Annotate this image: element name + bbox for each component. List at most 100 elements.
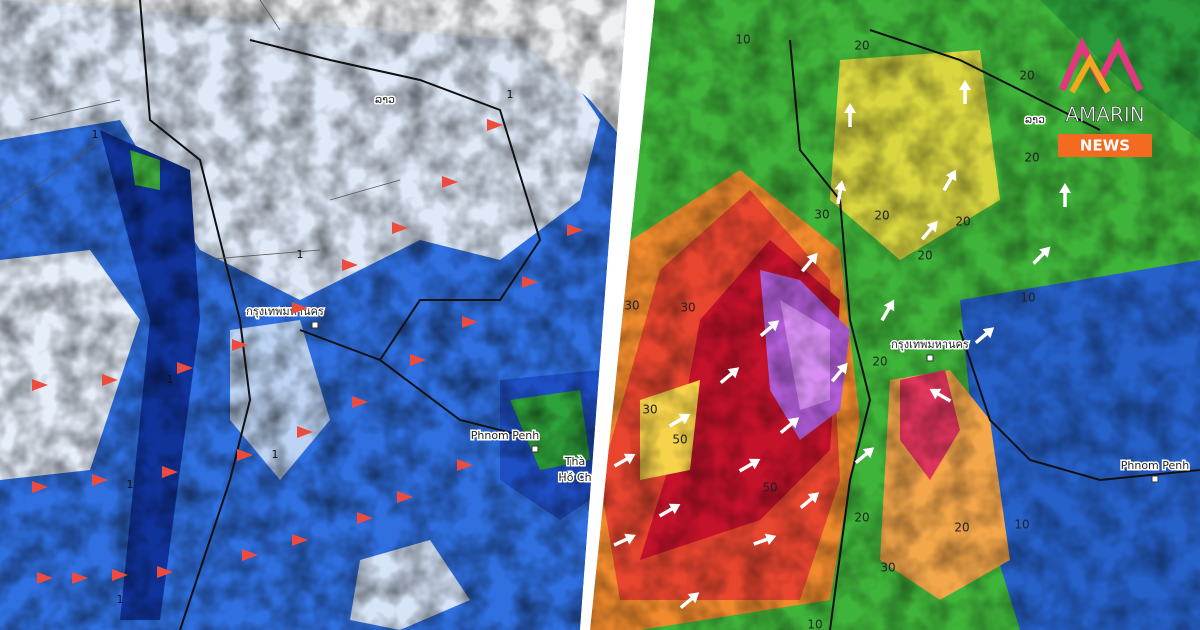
contour-label: 20	[955, 215, 970, 229]
wind-arrow	[942, 169, 957, 192]
wind-arrow	[613, 453, 636, 468]
wind-arrow	[522, 276, 538, 288]
arrow-head	[836, 362, 848, 375]
contour-label: 10	[1020, 291, 1035, 305]
contour-label: 30	[642, 403, 657, 417]
wind-arrow	[37, 572, 53, 584]
contour-label: 1	[92, 128, 99, 141]
city-marker	[926, 354, 934, 362]
arrow-head	[844, 103, 856, 113]
wind-arrow	[112, 569, 128, 581]
city-marker	[531, 445, 539, 453]
arrow-shaft	[679, 596, 695, 610]
contour-label: 10	[807, 618, 822, 630]
arrow-head	[787, 417, 800, 429]
place-label: ລາວ	[1025, 113, 1045, 126]
logo-brand: AMARIN	[1065, 103, 1144, 127]
arrow-shaft	[1032, 250, 1047, 265]
arrow-shaft	[974, 331, 990, 345]
arrow-head	[883, 299, 895, 312]
arrow-head	[687, 592, 700, 604]
wind-arrow	[162, 466, 178, 478]
contour-label: 1	[167, 373, 174, 386]
wind-arrow	[242, 549, 258, 561]
arrow-shaft	[830, 367, 844, 383]
contour-label: 30	[880, 561, 895, 575]
wind-arrow	[834, 180, 847, 205]
arrow-head	[926, 220, 938, 233]
wind-arrow	[929, 388, 952, 403]
wind-arrow	[880, 299, 895, 322]
wind-arrow	[457, 459, 473, 471]
wind-arrow	[352, 396, 368, 408]
wind-arrow	[844, 103, 856, 127]
arrow-shaft	[799, 496, 815, 510]
arrow-shaft	[920, 225, 934, 241]
wind-arrow	[292, 534, 308, 546]
contour-label: 20	[954, 521, 969, 535]
arrow-head	[764, 533, 777, 545]
wind-arrow	[1059, 183, 1071, 207]
contour-label: 1	[507, 88, 514, 101]
arrow-shaft	[880, 305, 892, 322]
wind-arrow	[920, 220, 938, 241]
wind-arrow	[753, 533, 777, 546]
arrow-shaft	[935, 391, 952, 403]
wind-arrow	[32, 481, 48, 493]
arrow-shaft	[613, 456, 630, 468]
wind-arrow	[799, 492, 820, 510]
arrow-head	[623, 453, 636, 465]
place-label: กรุงเทพมหานคร	[891, 338, 969, 351]
place-label: ລາວ	[375, 93, 395, 106]
arrow-shaft	[613, 536, 630, 547]
arrow-head	[668, 503, 681, 515]
arrow-shaft	[800, 257, 814, 273]
city-marker	[1151, 475, 1159, 483]
arrow-shaft	[753, 536, 770, 546]
wind-arrow	[854, 447, 875, 465]
arrow-head	[929, 388, 942, 400]
wind-arrow	[442, 176, 458, 188]
arrow-head	[959, 80, 971, 90]
arrow-shaft	[668, 416, 685, 428]
contour-label: 1	[297, 248, 304, 261]
arrow-shaft	[658, 506, 675, 518]
wind-arrow	[1032, 246, 1051, 265]
right-map	[590, 0, 1200, 630]
wind-arrow	[342, 259, 358, 271]
contour-label: 50	[762, 481, 777, 495]
city-marker	[311, 321, 319, 329]
arrow-shaft	[942, 175, 954, 192]
arrow-head	[678, 413, 691, 425]
wind-arrow	[462, 316, 478, 328]
wind-arrow	[658, 503, 681, 518]
contour-label: 20	[1024, 151, 1039, 165]
wind-arrow	[232, 339, 248, 351]
place-label: Hồ Ch	[558, 471, 591, 484]
wind-arrow	[959, 80, 971, 104]
wind-arrow	[974, 327, 995, 345]
contour-label: 1	[117, 593, 124, 606]
contour-label: 10	[1014, 518, 1029, 532]
wind-arrow	[237, 449, 253, 461]
place-label: Thà	[564, 455, 585, 468]
wind-arrow	[177, 362, 193, 374]
wind-arrow	[72, 572, 88, 584]
contour-label: 30	[624, 299, 639, 313]
place-label: กรุงเทพมหานคร	[246, 305, 324, 318]
wind-arrow	[613, 533, 636, 547]
arrow-shaft	[738, 461, 755, 473]
wind-arrow	[410, 354, 426, 366]
wind-arrow	[487, 119, 503, 131]
wind-arrow	[759, 320, 780, 338]
contour-label: 20	[917, 249, 932, 263]
wind-arrow	[779, 417, 800, 435]
wind-arrow	[292, 302, 308, 314]
wind-arrow	[102, 374, 118, 386]
wind-arrow	[800, 252, 818, 273]
arrow-head	[834, 180, 847, 192]
contour-label: 50	[672, 433, 687, 447]
left-map	[0, 0, 627, 630]
arrow-head	[727, 367, 740, 379]
